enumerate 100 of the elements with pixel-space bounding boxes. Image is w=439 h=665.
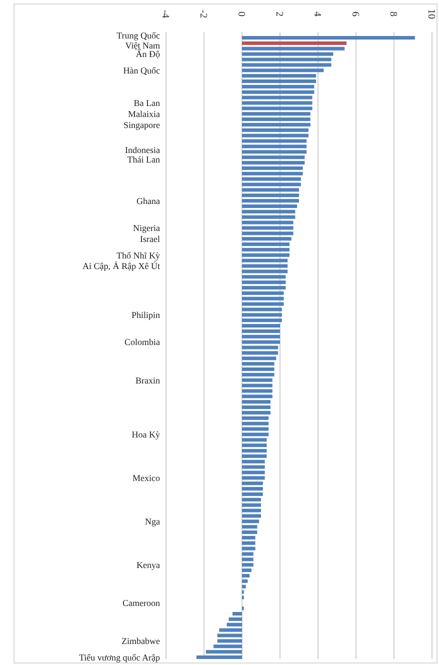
bar: [242, 416, 269, 420]
bar: [242, 487, 263, 491]
bar: [228, 617, 242, 621]
bar: [242, 112, 310, 116]
bar: [242, 530, 258, 534]
bar: [242, 122, 310, 126]
x-tick-label: 8: [388, 12, 398, 16]
y-tick-label: Thái Lan: [127, 154, 160, 165]
bar: [242, 579, 248, 583]
y-tick-label: Zimbabwe: [122, 636, 160, 646]
bar: [242, 394, 272, 398]
x-tick-label: 6: [350, 12, 360, 16]
bar: [242, 41, 346, 45]
bar: [242, 406, 270, 410]
y-tick-label: Trung Quốc: [116, 30, 160, 41]
y-tick-label: Israel: [140, 234, 160, 244]
bar: [242, 194, 299, 198]
y-tick-label: Mexico: [132, 473, 160, 484]
bar: [206, 650, 242, 654]
y-tick-label: Colombia: [124, 337, 160, 348]
y-tick-label: Indonesia: [125, 144, 160, 155]
bar: [242, 90, 314, 94]
bar: [242, 563, 254, 567]
y-tick-label: Hoa Kỳ: [132, 430, 160, 440]
bar: [242, 74, 316, 78]
x-tick-label: 2: [274, 12, 284, 16]
bar: [242, 536, 256, 540]
bar: [242, 525, 258, 529]
bar: [242, 318, 282, 322]
bar: [242, 68, 324, 72]
bar: [242, 492, 263, 496]
bar: [242, 280, 286, 284]
bar: [242, 166, 303, 170]
bar: [242, 118, 310, 122]
x-tick-label: -2: [198, 10, 208, 18]
bar: [242, 410, 270, 414]
x-tick-label: 10: [426, 9, 436, 19]
bar: [242, 324, 280, 328]
y-tick-label: Malaixia: [128, 108, 160, 119]
y-tick-label: Nigeria: [133, 223, 160, 234]
y-tick-label: Hàn Quốc: [123, 66, 160, 76]
bar: [242, 498, 261, 502]
bar: [242, 275, 286, 279]
bar: [242, 378, 272, 382]
bar: [242, 286, 286, 290]
bar: [242, 232, 294, 236]
bar: [242, 204, 298, 208]
y-tick-label: Tiểu vương quốc Arập: [78, 652, 160, 662]
bar: [242, 215, 296, 219]
x-tick-label: 4: [312, 12, 322, 16]
bar: [242, 482, 263, 486]
bar: [242, 454, 267, 458]
bar: [242, 210, 296, 214]
bar: [242, 448, 267, 453]
bar: [242, 400, 270, 404]
bar: [242, 444, 267, 448]
bar: [242, 329, 280, 333]
y-tick-label: Cameroon: [122, 598, 160, 608]
y-tick-label: Ai Cập, Ả Rập Xê Út: [82, 261, 160, 272]
bar: [242, 438, 267, 442]
bar: [242, 248, 290, 252]
bar: [242, 584, 246, 588]
x-tick-label: -4: [160, 10, 170, 18]
bar: [242, 188, 299, 192]
bar: [242, 520, 260, 524]
y-tick-label: Ghana: [136, 196, 160, 206]
y-tick-label: Singapore: [124, 120, 160, 130]
bar: [242, 568, 252, 572]
bar: [242, 372, 274, 376]
bar: [226, 622, 242, 626]
y-tick-label: Việt Nam: [125, 40, 160, 51]
bar: [242, 334, 280, 338]
bar: [242, 128, 308, 132]
bar: [242, 46, 345, 50]
bar: [242, 160, 305, 165]
bar: [242, 362, 274, 366]
bar: [242, 541, 256, 545]
bar: [214, 644, 242, 648]
y-tick-label: Nga: [145, 516, 160, 527]
bar: [242, 367, 274, 371]
bar: [242, 242, 290, 246]
bar: [242, 313, 282, 317]
bar: [242, 503, 261, 507]
y-tick-label: Thổ Nhĩ Kỳ: [116, 250, 160, 260]
bar: [242, 356, 276, 360]
bar: [242, 296, 284, 300]
x-tick-label: 0: [236, 12, 246, 16]
bar: [242, 460, 265, 464]
y-tick-label: Braxin: [136, 375, 160, 386]
y-tick-label: Kenya: [136, 560, 160, 570]
bar: [242, 156, 305, 160]
bar: [242, 36, 415, 40]
bar: [242, 172, 303, 176]
bar: [242, 150, 307, 154]
bar: [232, 612, 242, 616]
bar: [242, 106, 312, 110]
y-tick-label: Ấn Độ: [136, 49, 160, 60]
bar: [196, 655, 242, 659]
bar: [242, 574, 250, 578]
y-tick-label: Philipin: [131, 310, 160, 320]
